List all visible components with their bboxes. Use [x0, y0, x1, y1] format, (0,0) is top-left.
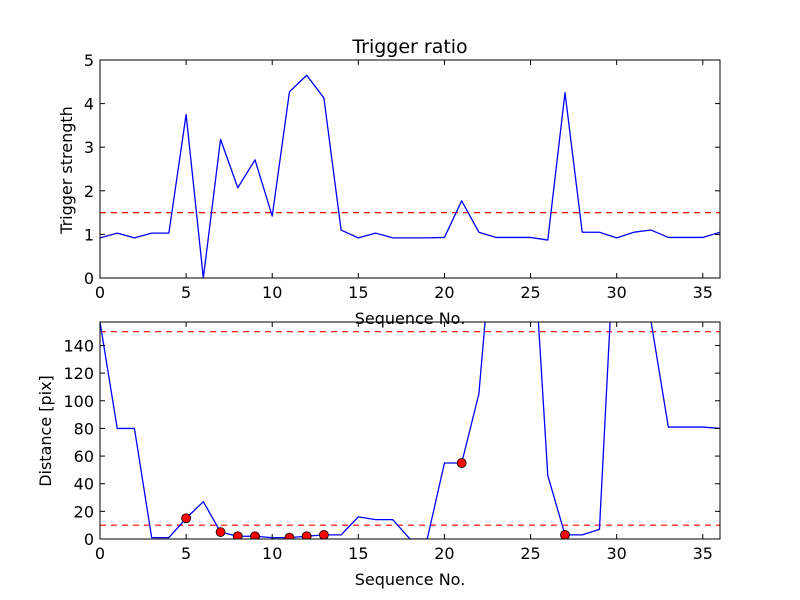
- distance-marker-point: [250, 531, 260, 539]
- distance-y-tick-label: 120: [63, 364, 94, 383]
- distance-y-axis-label: Distance [pix]: [36, 375, 55, 487]
- trigger-data-layer: [100, 74, 720, 278]
- distance-ticks: 0 5 10 15 20 25 30 35 0 20 40 60 80 100 120 140: [63, 322, 720, 563]
- distance-marker-point: [215, 527, 226, 537]
- distance-y-tick-label: 100: [63, 392, 94, 411]
- distance-marker-point: [560, 529, 570, 539]
- distance-y-tick-label: 40: [74, 475, 94, 494]
- trigger-y-tick-label: 0: [84, 269, 94, 288]
- trigger-x-tick-label: 25: [520, 283, 540, 302]
- distance-marker-point: [456, 458, 467, 468]
- trigger-y-tick-label: 3: [84, 138, 94, 157]
- distance-y-tick-label: 0: [84, 530, 94, 549]
- distance-marker-point: [181, 513, 192, 524]
- distance-y-tick-label: 20: [74, 502, 94, 521]
- distance-clipped-marks: [100, 322, 720, 539]
- trigger-x-tick-label: 10: [262, 283, 282, 302]
- distance-plot: 0 5 10 15 20 25 30 35 0 20 40 60 80 100 120 140 Sequenc…: [36, 321, 721, 589]
- distance-x-tick-label: 30: [606, 544, 626, 563]
- trigger-x-tick-label: 0: [95, 283, 105, 302]
- trigger-ticks: 0 5 10 15 20 25 30 35 0 1 2 3 4 5: [84, 51, 720, 302]
- distance-marker-point: [301, 531, 312, 539]
- distance-marker-point: [284, 532, 295, 539]
- trigger-y-axis-label: Trigger strength: [57, 106, 76, 235]
- trigger-clipped-marks: [100, 74, 720, 278]
- distance-x-tick-label: 0: [95, 544, 105, 563]
- trigger-x-tick-label: 15: [348, 283, 368, 302]
- trigger-y-tick-label: 2: [84, 182, 94, 201]
- distance-axes-frame: [99, 321, 721, 540]
- distance-x-tick-label: 25: [520, 544, 540, 563]
- trigger-x-axis-label: Sequence No.: [355, 309, 466, 328]
- distance-marker-point: [318, 529, 329, 539]
- distance-x-tick-label: 10: [262, 544, 282, 563]
- distance-series-line: [100, 322, 720, 539]
- trigger-series-line: [100, 74, 720, 278]
- trigger-x-tick-label: 35: [693, 283, 713, 302]
- chart-title: Trigger ratio: [351, 36, 467, 58]
- trigger-x-tick-label: 5: [181, 283, 191, 302]
- distance-y-tick-label: 80: [74, 419, 94, 438]
- trigger-ratio-plot: Trigger ratio 0 5 10 15 20 25 30 35 0 1 2 3 4 5 Seque…: [57, 36, 721, 328]
- distance-data-layer: [100, 322, 720, 539]
- trigger-y-tick-label: 5: [84, 51, 94, 70]
- distance-x-tick-label: 35: [693, 544, 713, 563]
- trigger-x-tick-label: 20: [434, 283, 454, 302]
- trigger-x-tick-label: 30: [606, 283, 626, 302]
- trigger-y-tick-label: 1: [84, 225, 94, 244]
- distance-x-axis-label: Sequence No.: [355, 570, 466, 589]
- trigger-y-tick-label: 4: [84, 95, 94, 114]
- trigger-axes-frame: [99, 59, 721, 279]
- distance-x-tick-label: 5: [181, 544, 191, 563]
- distance-y-tick-label: 140: [63, 336, 94, 355]
- distance-x-tick-label: 20: [434, 544, 454, 563]
- distance-y-tick-label: 60: [74, 447, 94, 466]
- distance-marker-point: [232, 531, 243, 539]
- distance-x-tick-label: 15: [348, 544, 368, 563]
